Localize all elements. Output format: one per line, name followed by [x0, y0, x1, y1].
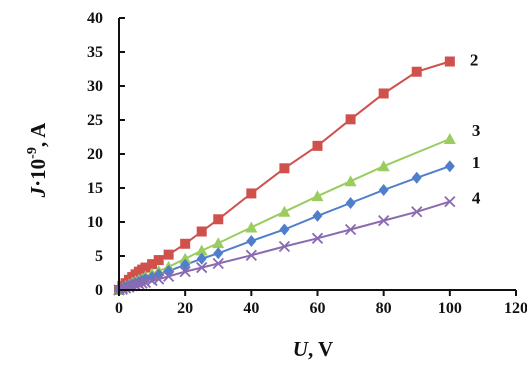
data-point-series-1	[345, 196, 356, 209]
data-point-series-4	[153, 273, 165, 285]
data-point-series-1	[411, 171, 422, 184]
data-point-series-4	[196, 261, 208, 274]
series-label-2: 2	[470, 51, 479, 70]
data-point-series-2	[153, 255, 164, 266]
data-point-series-4	[378, 215, 390, 227]
y-tick-label: 35	[87, 44, 103, 61]
data-point-series-4	[136, 277, 148, 289]
x-tick-label: 120	[504, 300, 527, 317]
data-point-series-4	[444, 195, 456, 208]
data-point-series-4	[119, 282, 132, 294]
data-point-series-4	[311, 232, 324, 244]
x-tick-label: 100	[438, 300, 462, 317]
data-point-series-2	[246, 188, 257, 199]
data-point-series-3	[311, 190, 324, 202]
data-point-series-4	[245, 249, 257, 261]
data-point-series-1	[444, 160, 455, 173]
data-point-series-4	[139, 276, 152, 289]
data-point-series-1	[213, 247, 224, 260]
x-tick-label: 60	[310, 300, 326, 317]
data-point-series-4	[146, 274, 158, 287]
data-point-series-3	[278, 205, 291, 217]
y-axis-title-exponent: -9	[25, 147, 40, 159]
data-point-series-2	[378, 88, 389, 99]
data-point-series-3	[195, 244, 208, 256]
x-tick-label: 80	[376, 300, 392, 317]
y-axis-title: J·10-9, A	[25, 122, 50, 199]
x-tick-label: 0	[115, 300, 123, 317]
plot-area	[113, 56, 456, 296]
x-tick-label: 20	[177, 300, 193, 317]
data-point-series-1	[312, 209, 323, 222]
y-tick-label: 15	[87, 180, 103, 197]
y-axis-title-unit: , A	[26, 122, 50, 147]
x-axis-title: U, V	[293, 337, 333, 361]
data-point-series-2	[444, 56, 455, 67]
data-point-series-4	[278, 240, 291, 253]
data-point-series-3	[377, 160, 390, 172]
series-label-4: 4	[472, 189, 481, 208]
y-tick-label: 5	[95, 248, 103, 265]
y-axis-title-scale: ·10	[26, 159, 50, 187]
x-tick-label: 40	[243, 300, 259, 317]
data-point-series-4	[133, 278, 145, 290]
data-point-series-3	[212, 237, 225, 249]
data-point-series-3	[179, 252, 192, 264]
data-point-series-3	[245, 221, 258, 233]
labels: 0 5 10 15 20 25 30 35 40 0 20 40 60 80 100 120 2 3 1 4	[87, 10, 527, 317]
series-label-1: 1	[472, 153, 481, 172]
data-point-series-2	[196, 226, 207, 237]
series-label-3: 3	[472, 121, 481, 140]
axes	[118, 17, 517, 296]
y-tick-label: 10	[87, 214, 103, 231]
data-point-series-2	[180, 238, 191, 249]
data-point-series-2	[147, 259, 158, 270]
data-point-series-1	[279, 223, 290, 236]
y-tick-label: 20	[87, 146, 103, 163]
y-axis-title-symbol: J	[26, 185, 50, 198]
y-tick-label: 30	[87, 78, 103, 95]
y-tick-label: 40	[87, 10, 103, 27]
data-point-series-4	[129, 279, 142, 291]
data-point-series-2	[345, 114, 356, 125]
data-point-series-2	[140, 262, 151, 273]
data-point-series-2	[163, 249, 174, 260]
data-point-series-1	[180, 258, 191, 271]
data-point-series-1	[196, 252, 207, 265]
data-point-series-4	[162, 270, 175, 283]
data-point-series-2	[312, 140, 323, 151]
data-point-series-3	[443, 133, 456, 145]
y-tick-label: 25	[87, 112, 103, 129]
data-point-series-1	[246, 235, 257, 248]
data-point-series-2	[213, 214, 224, 225]
data-point-series-4	[411, 206, 423, 218]
x-axis-title-unit: , V	[308, 337, 333, 361]
y-tick-label: 0	[95, 282, 103, 299]
data-point-series-1	[378, 184, 389, 197]
data-point-series-4	[212, 257, 224, 270]
x-axis-title-symbol: U	[293, 337, 310, 361]
data-point-series-2	[411, 66, 422, 77]
data-point-series-2	[279, 163, 290, 174]
data-point-series-4	[179, 266, 191, 278]
data-point-series-4	[344, 223, 357, 236]
data-point-series-3	[344, 175, 357, 187]
